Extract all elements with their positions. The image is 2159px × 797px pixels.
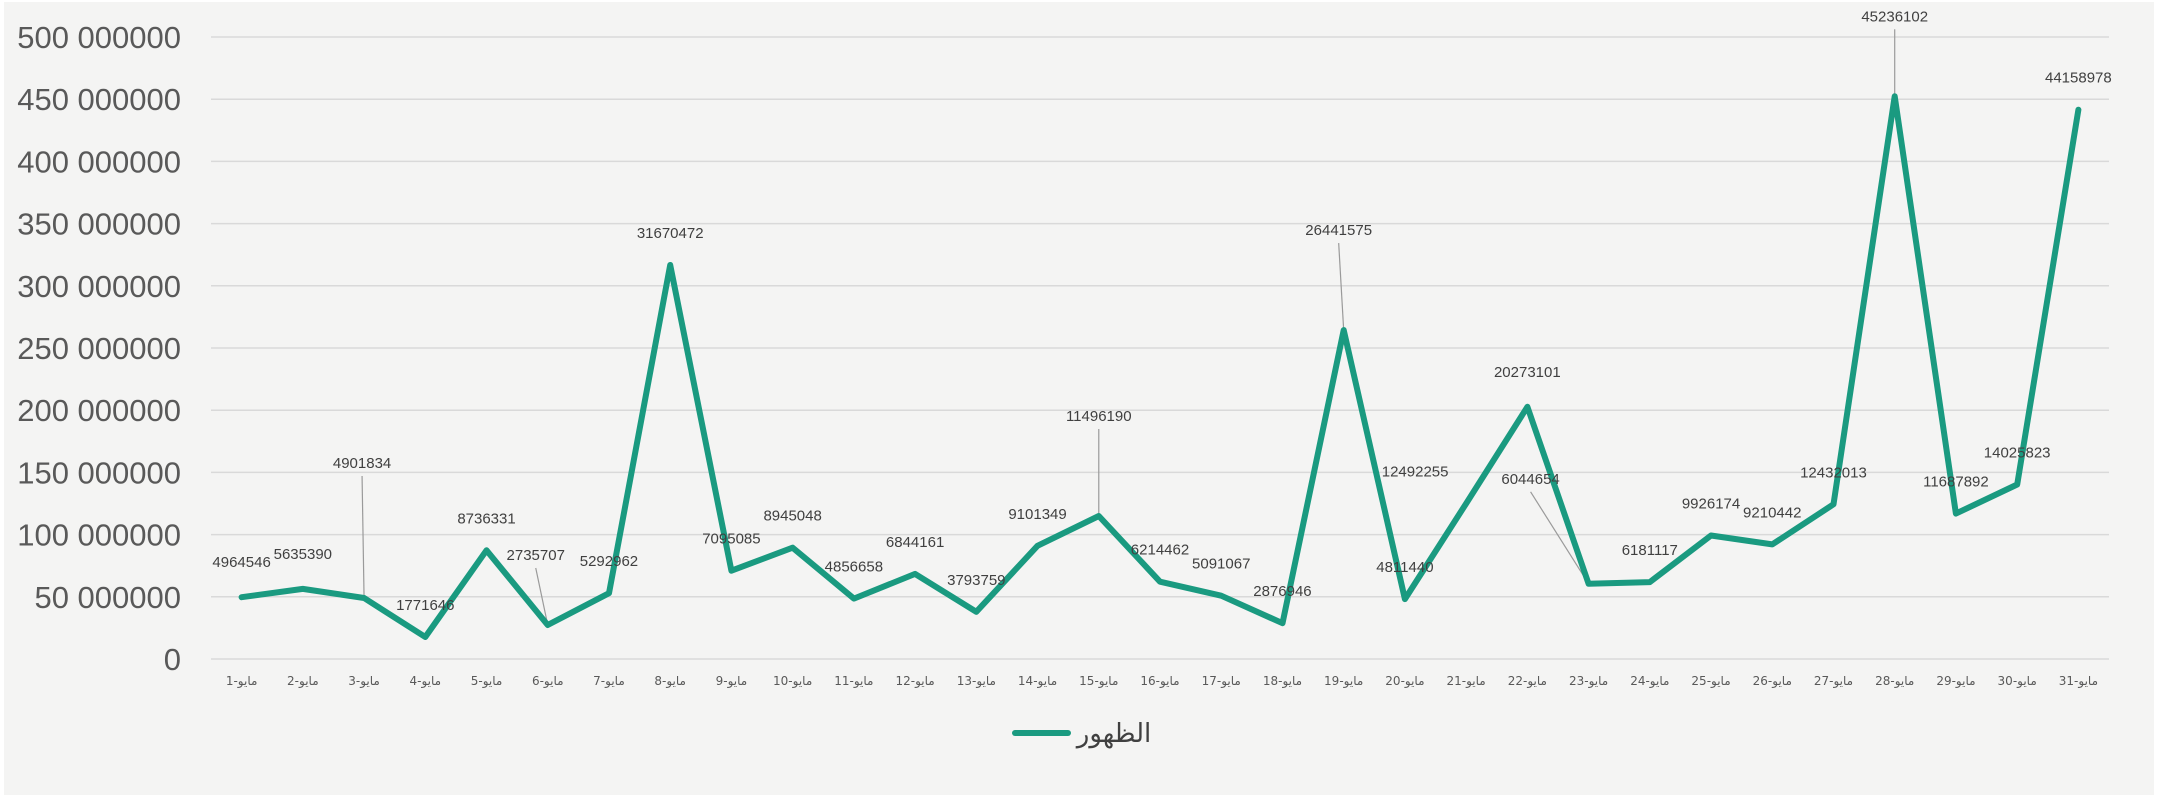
- data-label: 14025823: [1984, 445, 2051, 462]
- leader-line: [535, 567, 549, 626]
- data-label: 4964546: [212, 554, 270, 571]
- x-tick-label: مايو-19: [1324, 674, 1363, 689]
- data-label: 20273101: [1494, 364, 1561, 381]
- x-tick-label: مايو-29: [1936, 674, 1975, 689]
- data-label: 6214462: [1131, 542, 1189, 559]
- data-label: 9926174: [1682, 496, 1740, 513]
- x-tick-label: مايو-31: [2059, 674, 2098, 689]
- x-tick-label: مايو-4: [409, 674, 441, 689]
- data-label: 7095085: [702, 531, 760, 548]
- data-label: 6044654: [1501, 471, 1559, 488]
- x-tick-label: مايو-17: [1202, 674, 1241, 689]
- data-label: 3793759: [947, 572, 1005, 589]
- data-label: 12492255: [1382, 464, 1449, 481]
- data-labels: 4964546 5635390 4901834 1771646 8736331 27357…: [212, 8, 2111, 614]
- y-tick-label: 50 000000: [34, 580, 181, 615]
- y-axis: 0 50 000000 100 000000 150 000000 200 000000…: [17, 20, 181, 677]
- y-tick-label: 350 000000: [17, 207, 181, 242]
- data-label: 6181117: [1622, 542, 1678, 559]
- data-label: 11687892: [1923, 474, 1989, 491]
- leader-line: [1338, 243, 1345, 331]
- data-label: 9101349: [1008, 506, 1066, 523]
- x-tick-label: مايو-26: [1753, 674, 1792, 689]
- x-tick-label: مايو-14: [1018, 674, 1057, 689]
- x-tick-label: مايو-20: [1385, 674, 1424, 689]
- data-label: 5091067: [1192, 556, 1250, 573]
- data-label: 5292962: [580, 553, 638, 570]
- data-label: 1771646: [396, 597, 454, 614]
- data-label: 9210442: [1743, 504, 1801, 521]
- data-label: 8945048: [763, 508, 821, 525]
- x-tick-label: مايو-1: [226, 674, 258, 689]
- series-line-الظهور: [238, 93, 2082, 640]
- y-tick-label: 150 000000: [17, 455, 181, 490]
- x-tick-label: مايو-11: [834, 674, 873, 689]
- x-tick-label: مايو-27: [1814, 674, 1853, 689]
- data-label: 4811440: [1376, 559, 1433, 576]
- x-tick-label: مايو-22: [1508, 674, 1547, 689]
- x-tick-label: مايو-10: [773, 674, 812, 689]
- x-tick-label: مايو-7: [593, 674, 625, 689]
- y-tick-label: 300 000000: [17, 269, 181, 304]
- data-label: 12432013: [1800, 464, 1867, 481]
- x-axis: مايو-1 مايو-2 مايو-3 مايو-4 مايو-5 مايو-6 مايو…: [226, 674, 2098, 689]
- data-label: 4856658: [825, 559, 883, 576]
- x-tick-label: مايو-15: [1079, 674, 1118, 689]
- legend: الظهور: [1012, 719, 1151, 749]
- x-tick-label: مايو-3: [348, 674, 380, 689]
- x-tick-label: مايو-25: [1691, 674, 1730, 689]
- leader-line: [1530, 491, 1590, 585]
- data-label: 4901834: [333, 455, 391, 472]
- data-label: 2876946: [1253, 583, 1311, 600]
- label-leader-lines: [361, 29, 1896, 626]
- x-tick-label: مايو-18: [1263, 674, 1302, 689]
- y-tick-label: 0: [164, 642, 181, 677]
- y-tick-label: 400 000000: [17, 144, 181, 179]
- data-label: 2735707: [507, 547, 565, 564]
- x-tick-label: مايو-13: [957, 674, 996, 689]
- x-tick-label: مايو-28: [1875, 674, 1914, 689]
- x-tick-label: مايو-6: [532, 674, 564, 689]
- data-label: 31670472: [637, 225, 704, 242]
- y-tick-label: 500 000000: [17, 20, 181, 55]
- data-label: 11496190: [1066, 408, 1132, 425]
- leader-line: [361, 476, 365, 599]
- x-tick-label: مايو-2: [287, 674, 319, 689]
- x-tick-label: مايو-24: [1630, 674, 1669, 689]
- data-label: 5635390: [274, 546, 332, 563]
- data-label: 44158978: [2045, 70, 2112, 87]
- y-tick-label: 450 000000: [17, 82, 181, 117]
- legend-label: الظهور: [1075, 719, 1151, 749]
- x-tick-label: مايو-23: [1569, 674, 1608, 689]
- line-chart: 0 50 000000 100 000000 150 000000 200 000000…: [17, 8, 2112, 749]
- x-tick-label: مايو-5: [471, 674, 503, 689]
- data-label: 45236102: [1861, 8, 1928, 25]
- x-tick-label: مايو-8: [654, 674, 686, 689]
- data-label: 6844161: [886, 534, 944, 551]
- y-tick-label: 250 000000: [17, 331, 181, 366]
- y-tick-label: 100 000000: [17, 518, 181, 553]
- x-tick-label: مايو-30: [1998, 674, 2037, 689]
- data-label: 8736331: [457, 510, 515, 527]
- series-lines: [238, 93, 2082, 640]
- x-tick-label: مايو-16: [1140, 674, 1179, 689]
- x-tick-label: مايو-21: [1447, 674, 1486, 689]
- y-tick-label: 200 000000: [17, 393, 181, 428]
- x-tick-label: مايو-12: [895, 674, 934, 689]
- chart-frame: 0 50 000000 100 000000 150 000000 200 000000…: [4, 2, 2154, 795]
- x-tick-label: مايو-9: [716, 674, 748, 689]
- data-label: 26441575: [1305, 222, 1372, 239]
